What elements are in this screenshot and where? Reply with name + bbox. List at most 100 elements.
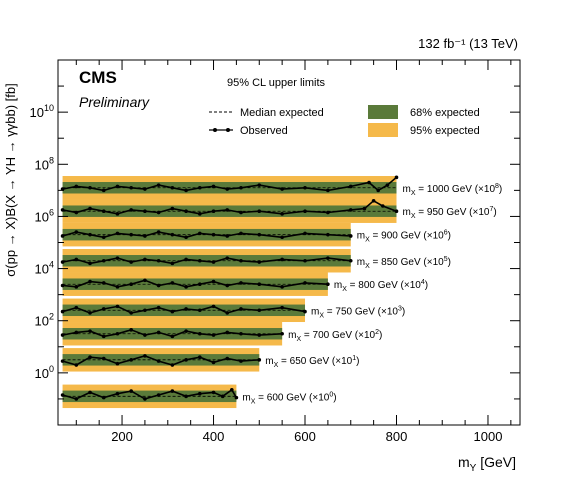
series-label-m: m <box>357 231 365 242</box>
y-tick-label-exp: 4 <box>49 260 54 270</box>
series-label-sub: X <box>342 286 347 293</box>
observed-point-mx-7-0 <box>60 208 65 212</box>
observed-point-mx-4-0 <box>60 283 65 288</box>
observed-point-mx-7-2 <box>88 206 92 211</box>
legend-band68-swatch <box>368 105 398 119</box>
observed-point-mx-6-15 <box>280 235 284 240</box>
observed-point-mx-8-8 <box>170 185 175 190</box>
observed-point-mx-3-1 <box>74 305 79 310</box>
observed-point-mx-3-6 <box>143 308 147 313</box>
series-label-exp: 4 <box>421 279 425 286</box>
observed-point-mx-7-22 <box>394 209 399 214</box>
series-label-mx-8: mX = 1000 GeV (×108) <box>402 183 502 197</box>
observed-point-mx-6-17 <box>326 232 330 237</box>
observed-point-mx-4-14 <box>257 282 262 287</box>
observed-point-mx-5-17 <box>326 256 330 260</box>
series-label-post: ) <box>356 356 359 367</box>
observed-point-mx-4-7 <box>156 283 161 288</box>
observed-point-mx-2-14 <box>257 333 262 337</box>
series-label-m: m <box>357 257 365 268</box>
y-tick-label-exp: 6 <box>49 207 54 217</box>
y-tick-label-8: 108 <box>35 155 54 172</box>
observed-point-mx-7-8 <box>170 206 175 211</box>
series-label-post: ) <box>402 306 405 317</box>
observed-point-mx-2-13 <box>239 331 243 336</box>
series-label-mid: = 900 GeV (×10 <box>370 231 444 242</box>
experiment-sub-label: Preliminary <box>79 94 150 110</box>
observed-point-mx-3-12 <box>225 311 230 315</box>
series-label-m: m <box>402 184 410 195</box>
series-label-m: m <box>288 330 296 341</box>
x-tick-label-200: 200 <box>111 429 133 444</box>
observed-point-mx-7-7 <box>156 210 161 215</box>
observed-point-mx-1-5 <box>129 358 133 362</box>
series-label-exp: 3 <box>398 305 402 312</box>
legend-median-label: Median expected <box>240 107 324 119</box>
series-label-exp: 5 <box>444 256 448 263</box>
series-label-mx-1: mX = 650 GeV (×101) <box>265 355 359 369</box>
observed-point-mx-4-17 <box>326 282 330 287</box>
observed-point-mx-3-9 <box>184 307 188 311</box>
observed-point-mx-5-1 <box>74 257 79 262</box>
y-tick-label-6: 106 <box>35 207 54 224</box>
series-label-m: m <box>334 280 342 291</box>
observed-point-mx-4-16 <box>303 281 307 285</box>
observed-point-mx-4-9 <box>184 285 188 289</box>
series-label-exp: 7 <box>489 206 493 213</box>
series-label-exp: 1 <box>352 355 356 362</box>
observed-point-mx-1-9 <box>184 358 188 362</box>
observed-point-mx-7-10 <box>198 212 202 216</box>
observed-point-mx-6-8 <box>170 232 175 237</box>
observed-point-mx-8-21 <box>385 183 390 187</box>
observed-point-mx-1-8 <box>170 363 175 367</box>
observed-point-mx-0-2 <box>88 390 92 395</box>
observed-point-mx-8-10 <box>198 185 202 190</box>
observed-point-mx-6-7 <box>156 230 161 234</box>
legend-observed-marker <box>226 128 230 132</box>
observed-point-mx-3-3 <box>101 307 106 311</box>
observed-point-mx-7-20 <box>371 198 376 203</box>
observed-point-mx-2-8 <box>170 334 175 339</box>
observed-point-mx-8-2 <box>88 185 92 190</box>
observed-point-mx-2-9 <box>184 329 188 333</box>
observed-point-mx-6-1 <box>74 230 79 234</box>
observed-point-mx-0-4 <box>115 391 120 396</box>
observed-point-mx-1-14 <box>257 358 262 362</box>
observed-point-mx-1-13 <box>239 359 243 363</box>
observed-point-mx-2-11 <box>211 333 216 337</box>
y-tick-label-base: 10 <box>30 105 44 120</box>
observed-point-mx-7-16 <box>303 209 307 214</box>
observed-point-mx-3-0 <box>60 309 65 314</box>
x-axis-label: mY [GeV] <box>458 454 516 474</box>
observed-point-mx-4-13 <box>239 281 243 285</box>
observed-point-mx-6-11 <box>211 232 216 237</box>
observed-point-mx-8-22 <box>394 175 399 180</box>
observed-point-mx-6-12 <box>225 234 230 238</box>
lumi-label: 132 fb⁻¹ (13 TeV) <box>418 36 518 51</box>
y-tick-label-exp: 10 <box>44 103 54 113</box>
legend-band68-label: 68% expected <box>410 107 480 119</box>
observed-point-mx-6-18 <box>348 234 353 238</box>
observed-point-mx-5-7 <box>156 258 161 263</box>
series-label-sub: X <box>365 263 370 270</box>
observed-point-mx-5-9 <box>184 257 188 262</box>
observed-point-mx-1-3 <box>101 356 106 361</box>
observed-point-mx-5-14 <box>257 260 262 264</box>
observed-point-mx-4-6 <box>143 278 147 283</box>
chart-title: 95% CL upper limits <box>227 77 326 89</box>
observed-point-mx-8-7 <box>156 183 161 187</box>
observed-point-mx-7-12 <box>225 208 230 212</box>
observed-point-mx-7-14 <box>257 209 262 214</box>
observed-point-mx-8-9 <box>184 188 188 193</box>
observed-point-mx-8-3 <box>101 188 106 193</box>
series-label-m: m <box>242 392 250 403</box>
observed-point-mx-6-2 <box>88 232 92 237</box>
observed-point-mx-1-2 <box>88 355 92 360</box>
y-tick-label-base: 10 <box>35 366 49 381</box>
legend-observed-marker <box>213 128 217 132</box>
observed-point-mx-6-4 <box>115 231 120 236</box>
y-tick-label-base: 10 <box>35 157 49 172</box>
observed-point-mx-7-19 <box>362 206 367 211</box>
